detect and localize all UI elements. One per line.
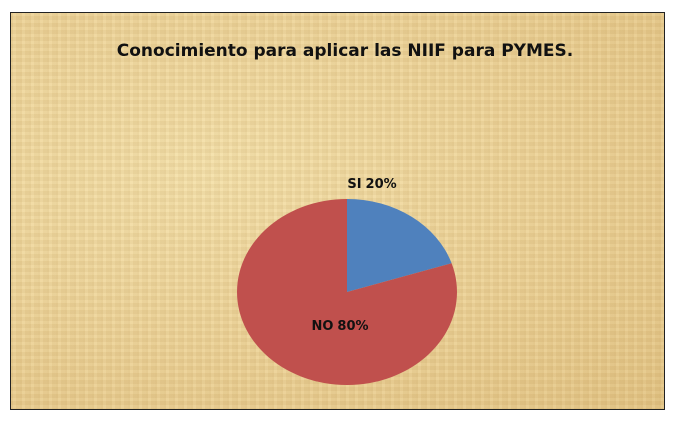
data-label: SI 20% xyxy=(347,177,396,192)
category-label: SI xyxy=(347,177,361,192)
category-label: NO xyxy=(311,319,333,334)
pie-slice xyxy=(236,199,457,386)
value-label: 20% xyxy=(366,177,397,192)
value-label: 80% xyxy=(337,319,368,334)
pie-slice xyxy=(347,199,452,292)
chart-title: Conocimiento para aplicar las NIIF para … xyxy=(116,41,574,61)
data-label: NO 80% xyxy=(311,319,368,334)
